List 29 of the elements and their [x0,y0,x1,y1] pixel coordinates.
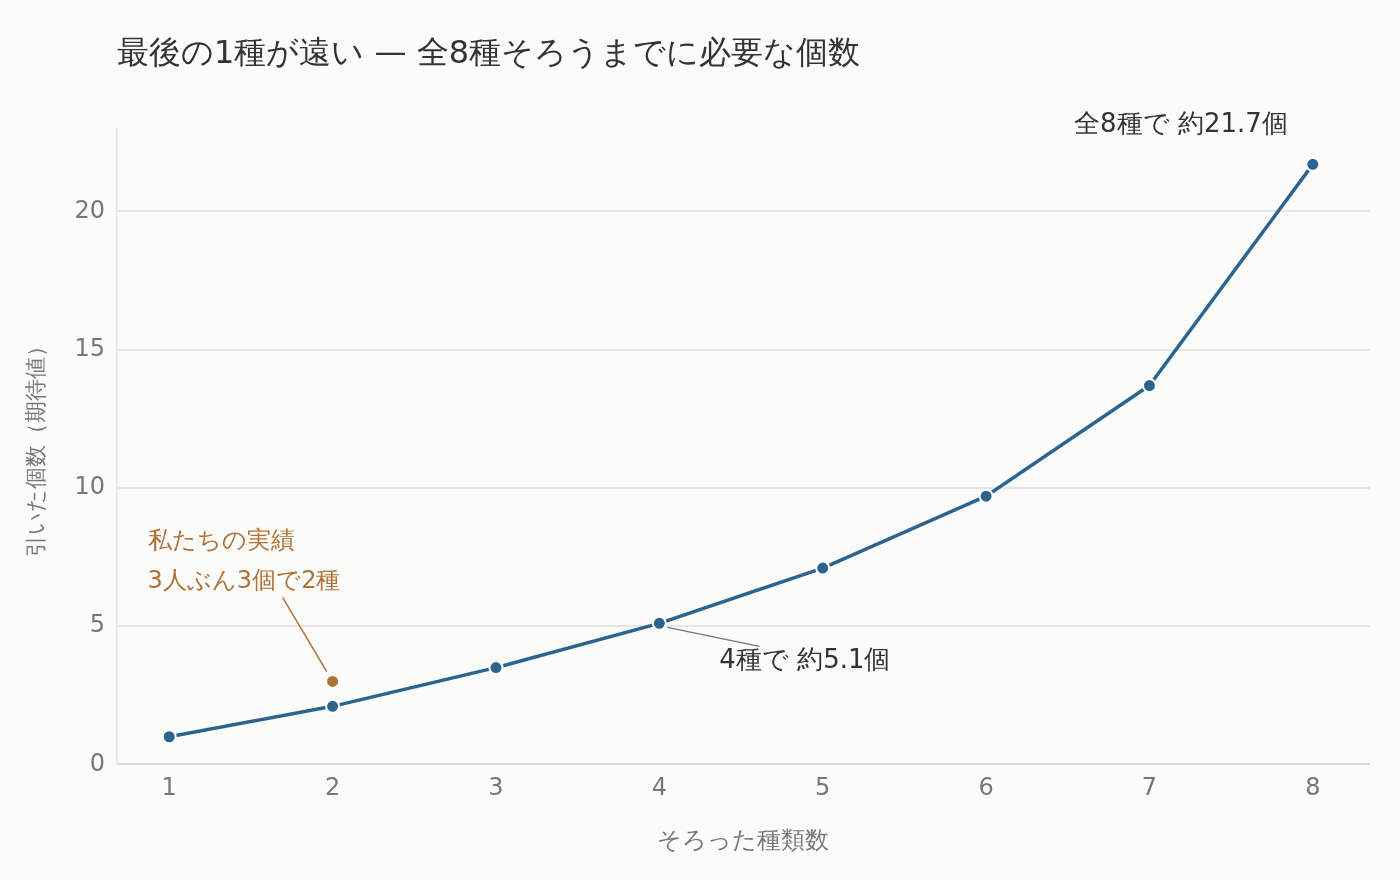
point [815,560,831,576]
point [325,698,341,714]
y-tick-label: 20 [74,195,105,224]
annotation: 3人ぶん3個で2種 [147,566,341,595]
point [1141,378,1157,394]
y-tick-label: 5 [89,610,105,639]
chart-title: 最後の1種が遠い — 全8種そろうまでに必要な個数 [116,32,860,71]
x-tick-label: 3 [488,773,504,802]
x-tick-label: 6 [978,773,994,802]
y-axis-title: 引いた個数（期待値） [22,335,48,558]
y-tick-label: 15 [74,333,105,362]
text: 私たちの実績 [147,526,295,555]
x-tick-label: 1 [161,773,177,802]
point [325,673,341,689]
y-tick-label: 0 [89,748,105,777]
x-tick-label: 8 [1305,773,1321,802]
x-tick-label: 5 [815,773,831,802]
point [161,729,177,745]
point [488,660,504,676]
y-tick-label: 10 [74,472,105,501]
x-axis-title: そろった種類数 [657,825,830,854]
annotation: 全8種で 約21.7個 [1074,108,1288,139]
x-tick-label: 2 [324,773,341,802]
annotation: 4種で 約5.1個 [719,644,891,675]
x-tick-label: 7 [1141,773,1158,802]
x-tick-label: 4 [651,773,667,802]
point [651,615,667,631]
point [978,488,994,504]
point [1305,156,1321,172]
